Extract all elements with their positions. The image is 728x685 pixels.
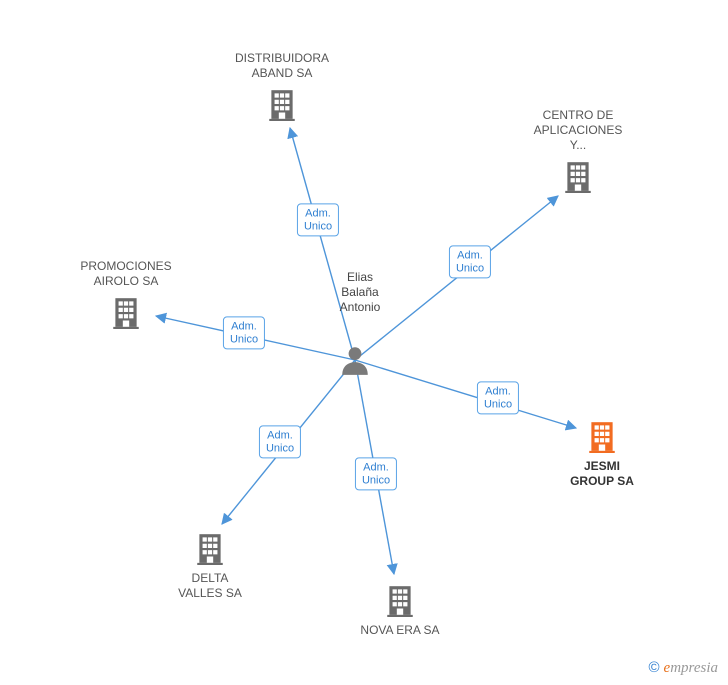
network-diagram: ©empresia Adm. Unico Adm. Unico Adm. Unico… [0, 0, 728, 685]
building-icon [585, 419, 619, 453]
node-label: CENTRO DE APLICACIONES Y... [534, 108, 623, 153]
node-label: PROMOCIONES AIROLO SA [80, 259, 171, 289]
copyright-symbol: © [648, 659, 659, 676]
watermark: ©empresia [648, 659, 718, 677]
edge-badge: Adm. Unico [297, 203, 339, 236]
edge-badge: Adm. Unico [355, 457, 397, 490]
brand-rest: mpresia [670, 660, 718, 676]
edge-badge: Adm. Unico [477, 381, 519, 414]
edge-badge: Adm. Unico [259, 425, 301, 458]
node-label: JESMI GROUP SA [570, 459, 634, 489]
building-icon [383, 583, 417, 617]
edge-line [290, 128, 355, 360]
building-icon [109, 295, 143, 329]
edge-badge: Adm. Unico [223, 316, 265, 349]
edge-line [355, 360, 576, 428]
building-icon [561, 159, 595, 193]
building-icon [193, 531, 227, 565]
node-label: DELTA VALLES SA [178, 571, 242, 601]
center-node-label: Elias Balaña Antonio [340, 270, 381, 315]
node-label: DISTRIBUIDORA ABAND SA [235, 51, 329, 81]
person-icon [338, 343, 372, 377]
node-label: NOVA ERA SA [360, 623, 439, 638]
building-icon [265, 87, 299, 121]
edge-badge: Adm. Unico [449, 245, 491, 278]
